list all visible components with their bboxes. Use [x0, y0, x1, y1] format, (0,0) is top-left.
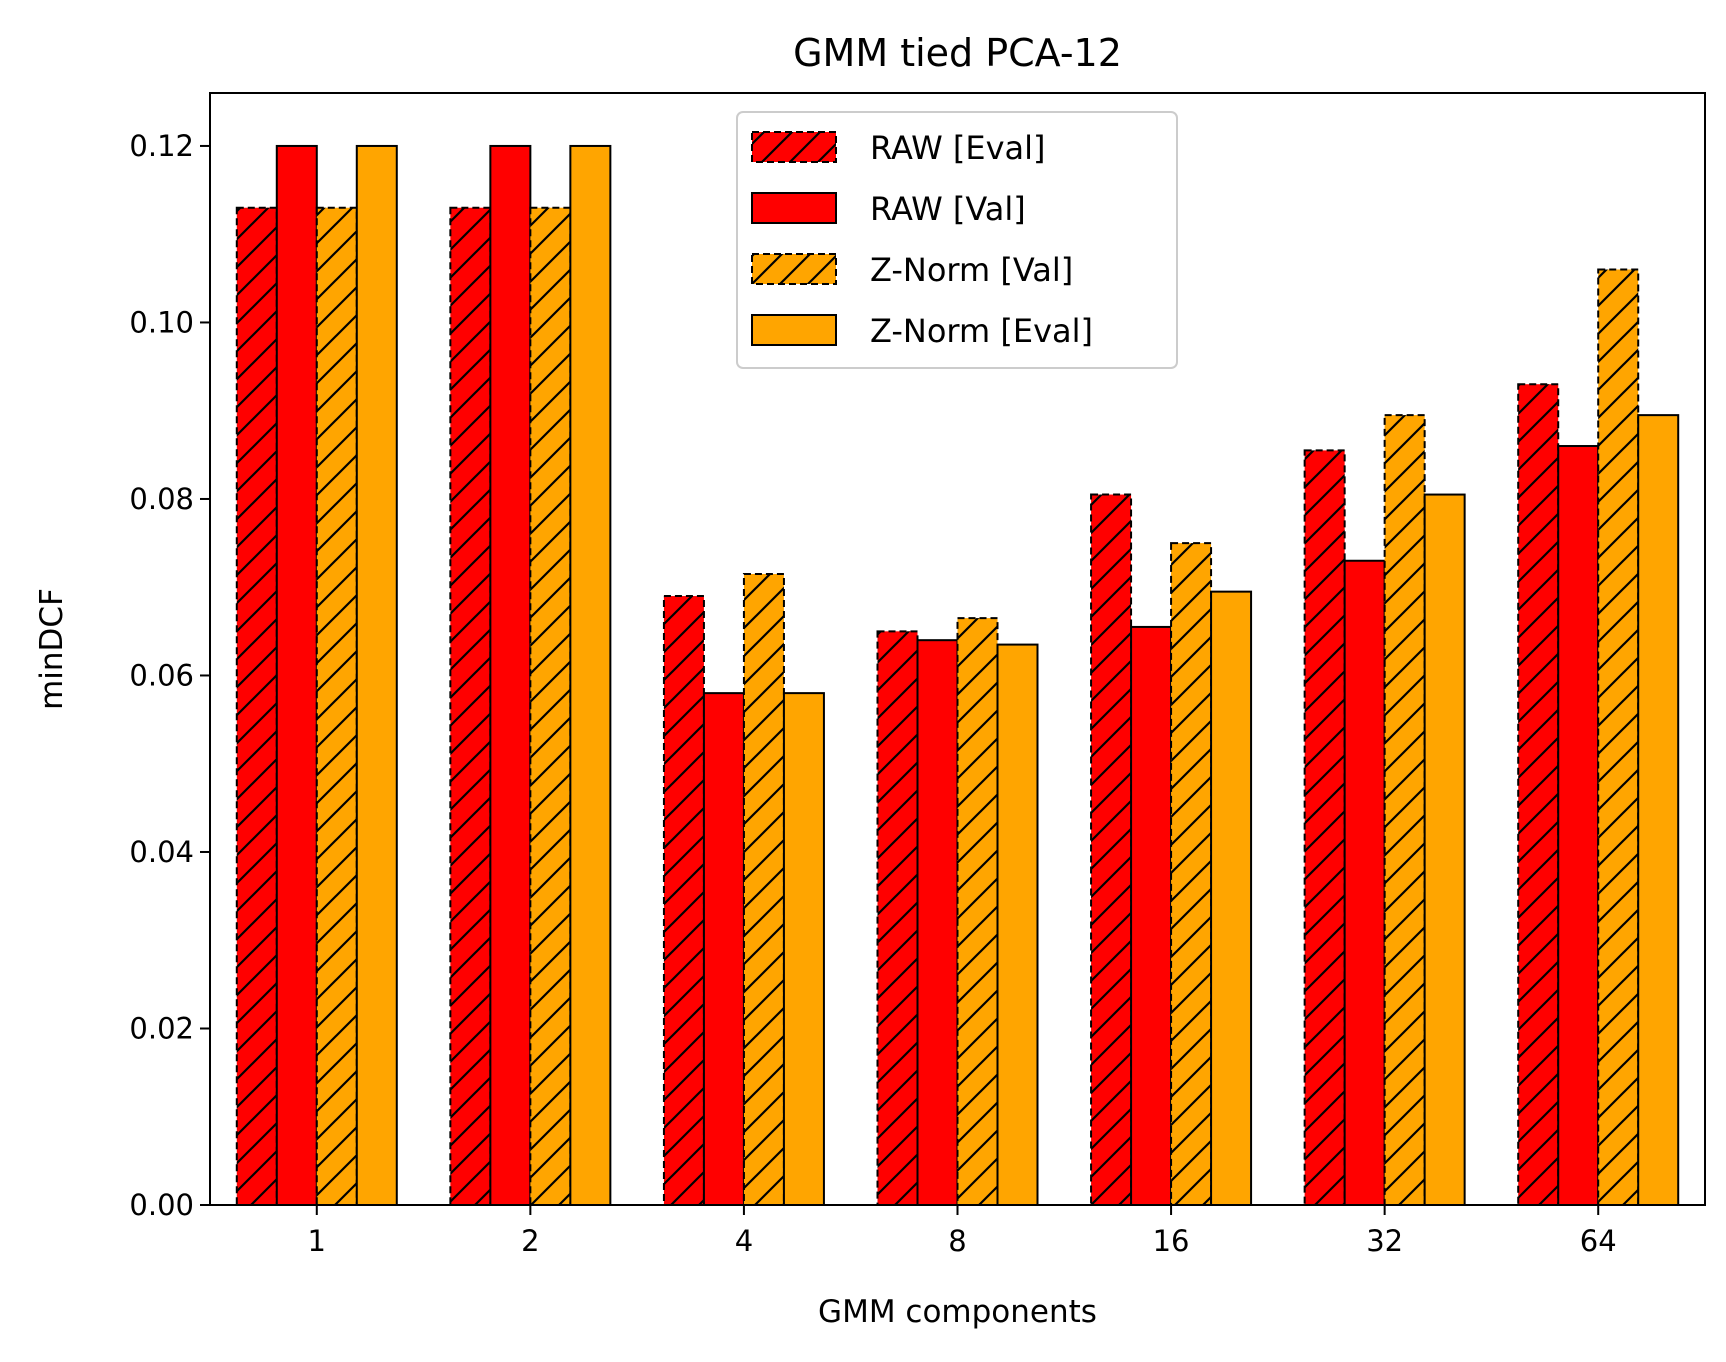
bar [1130, 625, 1173, 1206]
bar [1210, 590, 1253, 1206]
bar-hatch [1518, 384, 1559, 1205]
x-tick-label: 32 [1366, 1224, 1403, 1258]
bar [702, 692, 745, 1207]
legend-swatch [752, 315, 836, 345]
x-tick-label: 16 [1153, 1224, 1190, 1258]
bar [1597, 268, 1640, 1206]
bar-hatch [1384, 415, 1425, 1206]
bar-hatch [957, 618, 998, 1205]
bar [742, 572, 785, 1206]
legend-swatch [752, 193, 836, 223]
bar [876, 630, 919, 1206]
bar [1090, 493, 1133, 1206]
x-axis: 1 2 4 8 16 32 64 [308, 1205, 1617, 1258]
legend-label: RAW [Eval] [870, 129, 1046, 167]
bar [996, 643, 1039, 1206]
bar-hatch [877, 631, 918, 1205]
bar-fill [997, 644, 1038, 1205]
bar-hatch [1171, 543, 1212, 1205]
y-tick-label: 0.06 [129, 658, 194, 692]
bar [355, 144, 398, 1206]
bar [489, 144, 532, 1206]
bar [662, 595, 705, 1206]
bar [235, 206, 278, 1206]
bar-fill [1211, 591, 1252, 1205]
x-axis-label: GMM components [818, 1294, 1097, 1330]
legend-item: RAW [Val] [751, 190, 1026, 228]
legend-swatch-hatch [752, 132, 836, 162]
bar [916, 639, 959, 1206]
bar [1557, 445, 1600, 1206]
bar-hatch [663, 596, 704, 1205]
bar [1423, 493, 1466, 1206]
x-tick-label: 1 [308, 1224, 326, 1258]
legend: RAW [Eval] RAW [Val] Z-Norm [Val] Z-Norm [E… [736, 111, 1178, 369]
x-tick-label: 2 [521, 1224, 539, 1258]
bar [782, 692, 825, 1207]
legend-box [736, 111, 1178, 369]
legend-item: Z-Norm [Eval] [751, 312, 1093, 350]
bar [569, 144, 612, 1206]
bar-fill [1344, 560, 1385, 1205]
bar [956, 617, 999, 1206]
bar-fill [490, 145, 531, 1205]
bar [1343, 559, 1386, 1206]
legend-item: Z-Norm [Val] [751, 251, 1073, 289]
legend-swatch-edge [751, 253, 837, 285]
legend-item: RAW [Eval] [751, 129, 1046, 167]
legend-label: RAW [Val] [870, 190, 1026, 228]
bar [449, 206, 492, 1206]
y-tick-label: 0.00 [129, 1188, 194, 1222]
bar-fill [356, 145, 397, 1205]
x-tick-label: 4 [735, 1224, 753, 1258]
y-axis: 0.00 0.02 0.04 0.06 0.08 0.10 0.12 [129, 129, 210, 1222]
bar-hatch [1091, 494, 1132, 1205]
bar [1383, 414, 1426, 1206]
bar-hatch [1304, 450, 1345, 1205]
y-tick-label: 0.10 [129, 305, 194, 339]
legend-swatch-edge [751, 314, 837, 346]
bar [1303, 449, 1346, 1206]
legend-swatch-edge [751, 192, 837, 224]
bar-fill [570, 145, 611, 1205]
y-axis-label: minDCF [34, 588, 70, 710]
bar-fill [703, 693, 744, 1205]
y-tick-label: 0.12 [129, 129, 194, 163]
legend-label: Z-Norm [Val] [870, 251, 1073, 289]
bar-fill [276, 145, 317, 1205]
bar [529, 206, 572, 1206]
bar-fill [1558, 446, 1599, 1205]
bar-hatch [743, 573, 784, 1205]
bar [315, 206, 358, 1206]
bar [1517, 383, 1560, 1206]
bar [275, 144, 318, 1206]
legend-label: Z-Norm [Eval] [870, 312, 1093, 350]
bar-hatch [236, 207, 277, 1205]
bar-fill [1131, 626, 1172, 1205]
bar-hatch [316, 207, 357, 1205]
bar-fill [1424, 494, 1465, 1205]
legend-swatch-edge [751, 131, 837, 163]
y-tick-label: 0.04 [129, 835, 194, 869]
bar-fill [917, 640, 958, 1205]
x-tick-label: 8 [948, 1224, 966, 1258]
bar [1170, 542, 1213, 1206]
bars-layer [235, 144, 1680, 1207]
bar-hatch [530, 207, 571, 1205]
bar [1637, 414, 1680, 1206]
bar-hatch [1598, 269, 1639, 1205]
y-tick-label: 0.02 [129, 1011, 194, 1045]
y-tick-label: 0.08 [129, 482, 194, 516]
x-tick-label: 64 [1580, 1224, 1617, 1258]
bar-fill [783, 693, 824, 1205]
bar-fill [1638, 415, 1679, 1206]
chart-title: GMM tied PCA-12 [793, 31, 1122, 75]
legend-swatch-hatch [752, 254, 836, 284]
bar-hatch [450, 207, 491, 1205]
